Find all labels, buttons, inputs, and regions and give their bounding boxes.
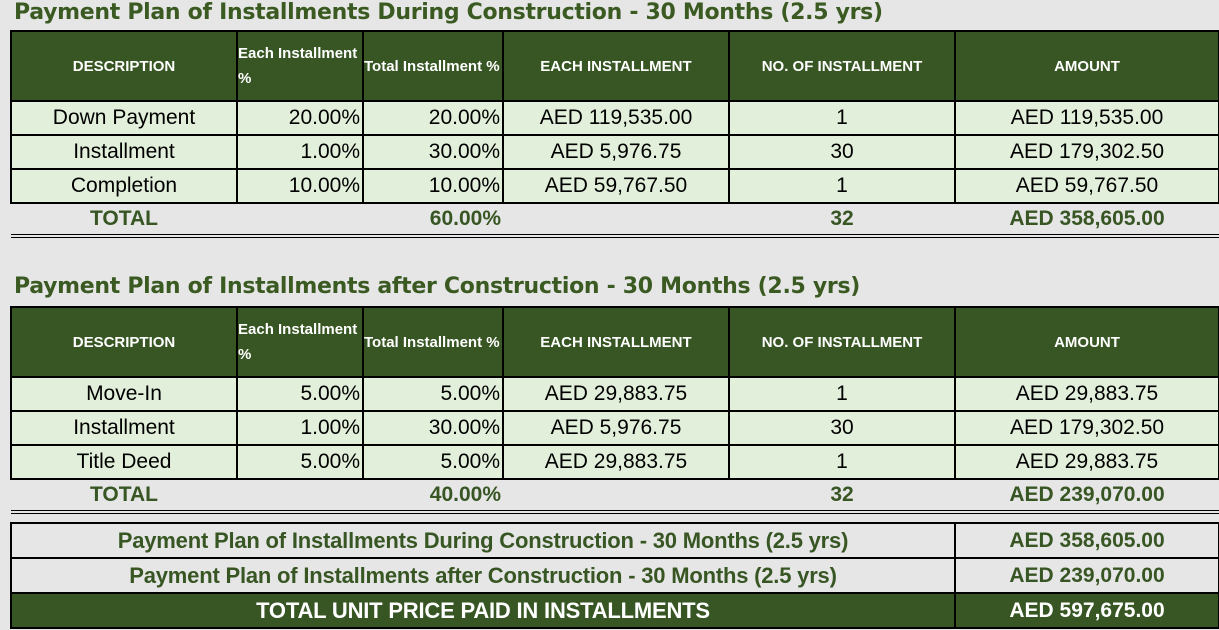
row-total-percent: 5.00%	[362, 376, 504, 412]
summary-row: Payment Plan of Installments During Cons…	[10, 522, 1219, 559]
row-count: 1	[728, 376, 956, 412]
row-amount: AED 59,767.50	[954, 168, 1219, 204]
row-amount: AED 179,302.50	[954, 410, 1219, 446]
summary-amount-after: AED 239,070.00	[954, 557, 1219, 594]
grand-total-label: TOTAL UNIT PRICE PAID IN INSTALLMENTS	[10, 592, 956, 629]
row-each-percent: 5.00%	[236, 444, 364, 480]
total-amount: AED 358,605.00	[955, 203, 1219, 238]
total-label: TOTAL	[11, 203, 237, 238]
table-row: Move-In 5.00% 5.00% AED 29,883.75 1 AED …	[10, 376, 1219, 412]
row-description: Completion	[10, 168, 238, 204]
header-description: DESCRIPTION	[10, 306, 238, 378]
row-each-percent: 20.00%	[236, 100, 364, 136]
row-total-percent: 30.00%	[362, 410, 504, 446]
grand-total-row: TOTAL UNIT PRICE PAID IN INSTALLMENTS AE…	[10, 592, 1219, 629]
total-percent: 60.00%	[363, 203, 503, 238]
summary-label-during: Payment Plan of Installments During Cons…	[10, 522, 956, 559]
total-empty-cell	[237, 479, 363, 514]
header-total-installment-percent: Total Installment %	[362, 306, 504, 378]
row-count: 30	[728, 134, 956, 170]
summary-amount-during: AED 358,605.00	[954, 522, 1219, 559]
row-total-percent: 10.00%	[362, 168, 504, 204]
row-each-percent: 5.00%	[236, 376, 364, 412]
row-each-percent: 1.00%	[236, 134, 364, 170]
header-each-installment-percent: Each Installment %	[236, 30, 364, 102]
summary-table: Payment Plan of Installments During Cons…	[10, 522, 1219, 629]
row-count: 1	[728, 168, 956, 204]
table-row: Down Payment 20.00% 20.00% AED 119,535.0…	[10, 100, 1219, 136]
total-label: TOTAL	[11, 479, 237, 514]
row-count: 30	[728, 410, 956, 446]
row-each-installment: AED 5,976.75	[502, 134, 730, 170]
header-total-installment-percent: Total Installment %	[362, 30, 504, 102]
header-no-of-installment: NO. OF INSTALLMENT	[728, 30, 956, 102]
header-each-installment-percent: Each Installment %	[236, 306, 364, 378]
total-amount: AED 239,070.00	[955, 479, 1219, 514]
row-each-installment: AED 119,535.00	[502, 100, 730, 136]
row-count: 1	[728, 444, 956, 480]
row-description: Installment	[10, 134, 238, 170]
row-each-installment: AED 59,767.50	[502, 168, 730, 204]
summary-label-after: Payment Plan of Installments after Const…	[10, 557, 956, 594]
row-each-installment: AED 29,883.75	[502, 376, 730, 412]
table-header-row: DESCRIPTION Each Installment % Total Ins…	[10, 30, 1219, 102]
total-count: 32	[729, 479, 955, 514]
row-count: 1	[728, 100, 956, 136]
table-row: Installment 1.00% 30.00% AED 5,976.75 30…	[10, 134, 1219, 170]
section2-title: Payment Plan of Installments after Const…	[14, 274, 861, 299]
row-amount: AED 179,302.50	[954, 134, 1219, 170]
row-description: Title Deed	[10, 444, 238, 480]
post-construction-plan-table: DESCRIPTION Each Installment % Total Ins…	[10, 306, 1219, 514]
total-row: TOTAL 40.00% 32 AED 239,070.00	[11, 479, 1219, 514]
row-each-installment: AED 29,883.75	[502, 444, 730, 480]
total-empty-cell	[503, 479, 729, 514]
table-row: Title Deed 5.00% 5.00% AED 29,883.75 1 A…	[10, 444, 1219, 480]
row-total-percent: 20.00%	[362, 100, 504, 136]
row-amount: AED 29,883.75	[954, 444, 1219, 480]
row-amount: AED 29,883.75	[954, 376, 1219, 412]
table-row: Installment 1.00% 30.00% AED 5,976.75 30…	[10, 410, 1219, 446]
table-header-row: DESCRIPTION Each Installment % Total Ins…	[10, 306, 1219, 378]
row-amount: AED 119,535.00	[954, 100, 1219, 136]
row-total-percent: 5.00%	[362, 444, 504, 480]
total-count: 32	[729, 203, 955, 238]
header-description: DESCRIPTION	[10, 30, 238, 102]
total-empty-cell	[237, 203, 363, 238]
row-each-percent: 1.00%	[236, 410, 364, 446]
row-description: Move-In	[10, 376, 238, 412]
row-each-percent: 10.00%	[236, 168, 364, 204]
header-no-of-installment: NO. OF INSTALLMENT	[728, 306, 956, 378]
row-each-installment: AED 5,976.75	[502, 410, 730, 446]
row-description: Down Payment	[10, 100, 238, 136]
summary-row: Payment Plan of Installments after Const…	[10, 557, 1219, 594]
row-description: Installment	[10, 410, 238, 446]
header-each-installment: EACH INSTALLMENT	[502, 30, 730, 102]
construction-plan-table: DESCRIPTION Each Installment % Total Ins…	[10, 30, 1219, 238]
grand-total-amount: AED 597,675.00	[954, 592, 1219, 629]
total-percent: 40.00%	[363, 479, 503, 514]
table-row: Completion 10.00% 10.00% AED 59,767.50 1…	[10, 168, 1219, 204]
row-total-percent: 30.00%	[362, 134, 504, 170]
section1-title: Payment Plan of Installments During Cons…	[14, 0, 883, 25]
total-empty-cell	[503, 203, 729, 238]
header-amount: AMOUNT	[954, 306, 1219, 378]
total-row: TOTAL 60.00% 32 AED 358,605.00	[11, 203, 1219, 238]
header-each-installment: EACH INSTALLMENT	[502, 306, 730, 378]
header-amount: AMOUNT	[954, 30, 1219, 102]
